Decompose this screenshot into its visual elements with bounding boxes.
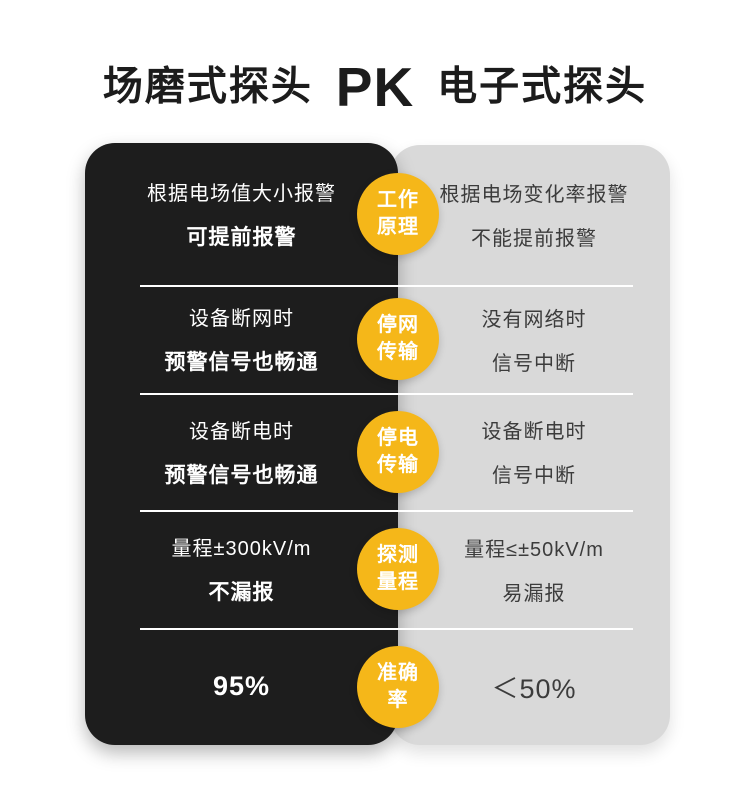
left-accuracy-value: 95% bbox=[212, 671, 271, 701]
page-title: 场磨式探头 PK 电子式探头 bbox=[0, 50, 750, 121]
category-badge-detection-range: 探测 量程 bbox=[357, 528, 439, 610]
category-badge-accuracy: 准确 率 bbox=[357, 645, 439, 728]
right-cell: 量程≤±50kV/m 易漏报 bbox=[398, 510, 670, 628]
left-line2: 预警信号也畅通 bbox=[164, 463, 319, 487]
left-line2: 可提前报警 bbox=[186, 226, 297, 249]
title-left-product: 场磨式探头 bbox=[102, 64, 313, 109]
right-line1: 根据电场变化率报警 bbox=[439, 183, 629, 206]
row-divider bbox=[140, 393, 633, 395]
badge-line2: 原理 bbox=[377, 216, 419, 238]
row-divider bbox=[140, 628, 633, 630]
left-line2: 不漏报 bbox=[208, 581, 275, 604]
badge-line1: 工作 bbox=[377, 189, 419, 211]
category-badge-working-principle: 工作 原理 bbox=[357, 173, 439, 255]
badge-line2: 率 bbox=[387, 688, 409, 711]
left-panel-background bbox=[85, 143, 398, 745]
left-line1: 设备断网时 bbox=[189, 308, 294, 330]
right-line2: 易漏报 bbox=[502, 582, 566, 605]
badge-line2: 传输 bbox=[377, 453, 419, 476]
right-cell: 根据电场变化率报警 不能提前报警 bbox=[398, 143, 670, 285]
left-line1: 量程±300kV/m bbox=[171, 538, 312, 560]
badge-line1: 探测 bbox=[377, 544, 419, 566]
title-pk-versus: PK bbox=[335, 55, 415, 118]
badge-line2: 量程 bbox=[377, 571, 419, 593]
left-line1: 设备断电时 bbox=[189, 420, 294, 443]
comparison-card: 根据电场值大小报警 可提前报警 工作 原理 根据电场变化率报警 不能提前报警 设… bbox=[85, 143, 670, 745]
badge-line2: 传输 bbox=[377, 341, 419, 363]
row-power-outage: 设备断电时 预警信号也畅通 停电 传输 设备断电时 信号中断 bbox=[85, 393, 670, 510]
row-working-principle: 根据电场值大小报警 可提前报警 工作 原理 根据电场变化率报警 不能提前报警 bbox=[85, 143, 670, 285]
left-cell: 根据电场值大小报警 可提前报警 bbox=[85, 143, 398, 285]
left-cell: 设备断电时 预警信号也畅通 bbox=[85, 393, 398, 510]
left-cell: 设备断网时 预警信号也畅通 bbox=[85, 285, 398, 393]
badge-line1: 停电 bbox=[377, 426, 419, 449]
right-line2: 信号中断 bbox=[492, 352, 576, 375]
left-line2: 预警信号也畅通 bbox=[164, 351, 319, 374]
right-cell: 设备断电时 信号中断 bbox=[398, 393, 670, 510]
category-badge-network-outage: 停网 传输 bbox=[357, 298, 439, 380]
right-line2: 不能提前报警 bbox=[471, 227, 597, 250]
badge-line1: 停网 bbox=[377, 314, 419, 336]
badge-line1: 准确 bbox=[377, 661, 419, 684]
row-network-outage: 设备断网时 预警信号也畅通 停网 传输 没有网络时 信号中断 bbox=[85, 285, 670, 393]
right-line1: 设备断电时 bbox=[481, 421, 587, 443]
right-accuracy-value: ＜50% bbox=[491, 674, 577, 704]
left-cell: 量程±300kV/m 不漏报 bbox=[85, 510, 398, 628]
right-cell: 没有网络时 信号中断 bbox=[398, 285, 670, 393]
right-cell: ＜50% bbox=[398, 628, 670, 745]
left-cell: 95% bbox=[85, 628, 398, 745]
row-detection-range: 量程±300kV/m 不漏报 探测 量程 量程≤±50kV/m 易漏报 bbox=[85, 510, 670, 628]
comparison-rows: 根据电场值大小报警 可提前报警 工作 原理 根据电场变化率报警 不能提前报警 设… bbox=[85, 143, 670, 745]
right-line2: 信号中断 bbox=[492, 465, 576, 487]
row-divider bbox=[140, 510, 633, 512]
right-line1: 没有网络时 bbox=[481, 308, 587, 331]
category-badge-power-outage: 停电 传输 bbox=[357, 410, 439, 493]
right-line1: 量程≤±50kV/m bbox=[464, 538, 604, 561]
left-line1: 根据电场值大小报警 bbox=[147, 183, 336, 205]
row-accuracy: 95% 准确 率 ＜50% bbox=[85, 628, 670, 745]
row-divider bbox=[140, 285, 633, 287]
title-right-product: 电子式探头 bbox=[437, 64, 648, 109]
